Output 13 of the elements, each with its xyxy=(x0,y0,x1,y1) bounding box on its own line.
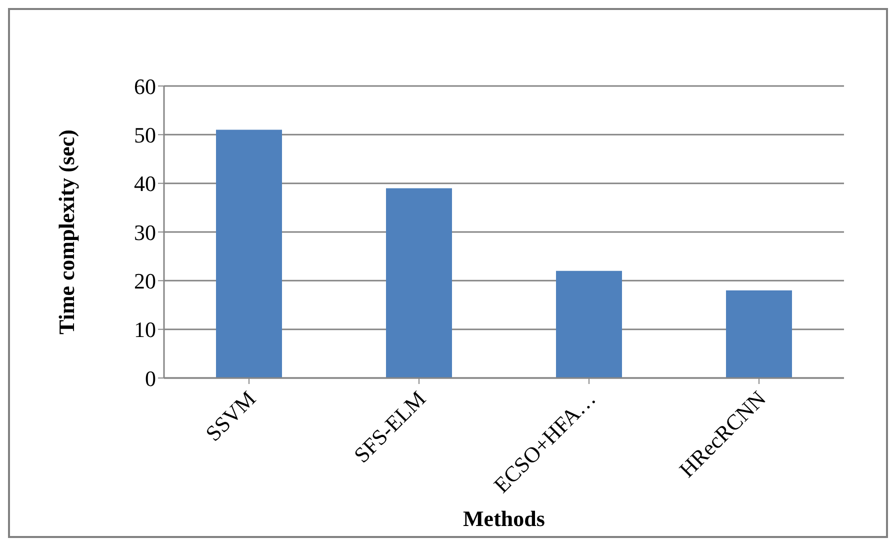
y-tick-label: 40 xyxy=(134,171,156,196)
bar xyxy=(556,270,622,378)
y-tick-label: 0 xyxy=(145,366,156,391)
y-tick-label: 50 xyxy=(134,122,156,148)
y-tick-label: 20 xyxy=(134,268,156,294)
bar xyxy=(386,188,452,378)
y-tick-label: 60 xyxy=(134,74,156,99)
bar xyxy=(726,290,792,378)
x-axis-title: Methods xyxy=(463,506,546,531)
y-tick-label: 10 xyxy=(134,317,156,342)
y-axis-title: Time complexity (sec) xyxy=(54,130,79,334)
y-tick-label: 30 xyxy=(134,220,156,245)
bar xyxy=(216,130,282,378)
